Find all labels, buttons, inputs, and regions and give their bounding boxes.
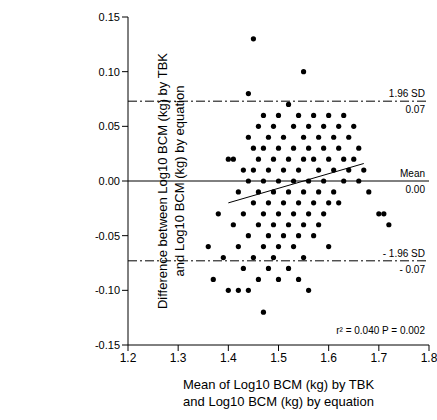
svg-text:1.7: 1.7 — [370, 351, 387, 365]
svg-text:1.8: 1.8 — [421, 351, 429, 365]
svg-text:1.3: 1.3 — [170, 351, 187, 365]
html-text:and Log10 BCM (kg) by equation: and Log10 BCM (kg) by equation — [172, 85, 187, 277]
svg-text:Mean: Mean — [400, 168, 425, 179]
svg-text:0.00: 0.00 — [406, 184, 426, 195]
svg-text:1.2: 1.2 — [120, 351, 137, 365]
svg-text:1.5: 1.5 — [270, 351, 287, 365]
svg-text:0.05: 0.05 — [99, 120, 120, 132]
html-text:and Log10 BCM (kg) by equation: and Log10 BCM (kg) by equation — [183, 394, 374, 409]
svg-text:- 0.07: - 0.07 — [399, 264, 425, 275]
svg-text:0.07: 0.07 — [406, 104, 426, 115]
svg-text:1.6: 1.6 — [320, 351, 337, 365]
svg-text:1.4: 1.4 — [220, 351, 237, 365]
svg-text:-0.15: -0.15 — [95, 339, 120, 351]
html-text:Difference between Log10 BCM (: Difference between Log10 BCM (kg) by TBK — [155, 53, 170, 309]
svg-text:- 1.96 SD: - 1.96 SD — [383, 248, 425, 259]
svg-text:-0.05: -0.05 — [95, 230, 120, 242]
svg-text:0.10: 0.10 — [99, 66, 120, 78]
html-text:Mean of Log10 BCM (kg) by TBK: Mean of Log10 BCM (kg) by TBK — [182, 377, 375, 392]
svg-text:1.96 SD: 1.96 SD — [389, 88, 425, 99]
svg-text:-0.10: -0.10 — [95, 284, 120, 296]
svg-text:0.00: 0.00 — [99, 175, 120, 187]
html-text:r² = 0.040 P = 0.002: r² = 0.040 P = 0.002 — [336, 325, 425, 336]
svg-text:0.15: 0.15 — [99, 11, 120, 23]
